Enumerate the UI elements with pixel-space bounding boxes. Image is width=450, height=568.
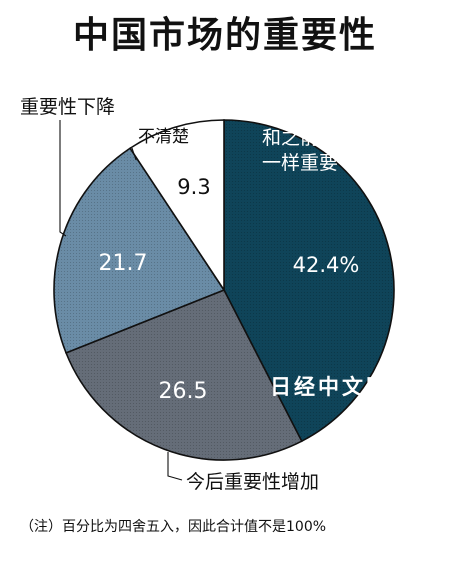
pie-slice-texture-1 bbox=[224, 120, 395, 442]
pie-value-label-3: 21.7 bbox=[99, 251, 148, 276]
leader-line-unknown bbox=[131, 147, 137, 161]
pie-category-label-3: 重要性下降 bbox=[20, 96, 115, 118]
pie-labels: 42.4% 和之前一样重要 26.5 今后重要性增加 21.7 重要性下降 9.3 不清楚 bbox=[20, 96, 359, 493]
pie-slice-texture-2 bbox=[66, 290, 302, 461]
pie-category-label-4: 不清楚 bbox=[138, 127, 189, 147]
pie-value-label-4: 9.3 bbox=[177, 175, 210, 199]
pie-slices bbox=[53, 119, 395, 461]
chart-title: 中国市场的重要性 bbox=[72, 15, 377, 56]
footnote: （注）百分比为四舍五入，因此合计值不是100% bbox=[20, 519, 327, 535]
pie-slice-texture-3 bbox=[53, 148, 224, 353]
pie-category-label-1: 和之前一样重要 bbox=[262, 127, 338, 174]
pie-slice-4 bbox=[129, 119, 225, 293]
watermark: 日经中文网 bbox=[270, 375, 390, 399]
leader-line-increase bbox=[167, 452, 183, 481]
leader-line-decrease bbox=[59, 120, 67, 237]
pie-value-label-1: 42.4% bbox=[293, 253, 360, 277]
pie-value-label-2: 26.5 bbox=[159, 379, 208, 404]
leader-lines bbox=[59, 120, 183, 481]
pie-category-label-2: 今后重要性增加 bbox=[186, 471, 319, 493]
